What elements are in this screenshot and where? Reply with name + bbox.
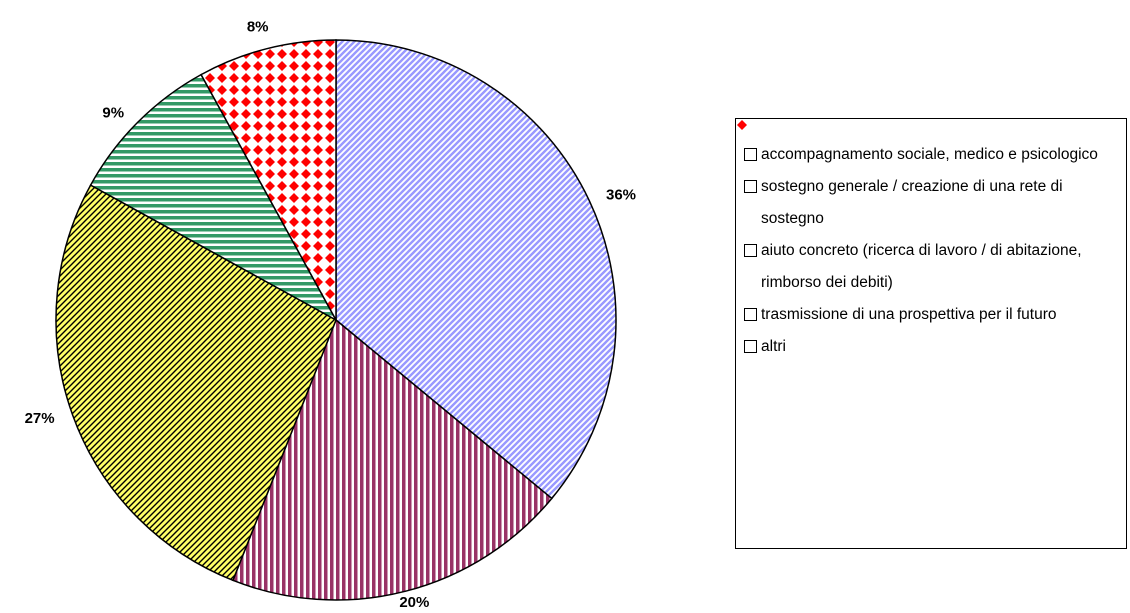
legend-label: altri: [761, 338, 786, 355]
slice-label: 27%: [25, 410, 55, 427]
pie-slice: [200, 39, 337, 321]
pie-slice: [335, 39, 617, 500]
pie-slice: [55, 184, 337, 582]
legend-swatch: [736, 119, 757, 193]
legend-item: aiuto concreto (ricerca di lavoro / di a…: [736, 119, 1126, 299]
legend-item: sostegno generale / creazione di una ret…: [736, 119, 1126, 235]
legend-swatch: [736, 119, 757, 353]
legend-label: sostegno generale / creazione di una ret…: [761, 178, 1063, 227]
pie-slice: [231, 318, 553, 601]
legend-swatch: [736, 119, 757, 321]
legend-item: trasmissione di una prospettiva per il f…: [736, 119, 1126, 331]
legend-label: trasmissione di una prospettiva per il f…: [761, 306, 1057, 323]
legend: accompagnamento sociale, medico e psicol…: [735, 118, 1127, 549]
legend-item: altri: [736, 119, 1126, 363]
legend-swatch: [736, 119, 757, 161]
pie-slice: [89, 73, 338, 322]
legend-label: accompagnamento sociale, medico e psicol…: [761, 146, 1098, 163]
legend-item: accompagnamento sociale, medico e psicol…: [736, 119, 1126, 171]
slice-label: 8%: [247, 18, 269, 35]
slice-label: 20%: [399, 594, 429, 611]
slice-label: 9%: [102, 104, 124, 121]
legend-label: aiuto concreto (ricerca di lavoro / di a…: [761, 242, 1082, 291]
legend-swatch: [736, 119, 757, 257]
slice-label: 36%: [606, 187, 636, 204]
